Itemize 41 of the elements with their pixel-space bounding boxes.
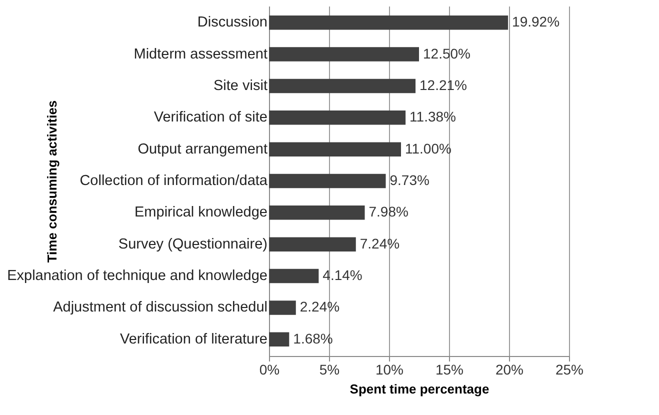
- bar: [269, 174, 386, 188]
- y-tick-label: Adjustment of discussion schedul: [53, 300, 268, 316]
- y-tick-label: Midterm assessment: [134, 46, 268, 62]
- data-label: 11.38%: [410, 108, 456, 125]
- x-axis-title: Spent time percentage: [350, 382, 490, 396]
- y-tick-label: Site visit: [214, 78, 268, 94]
- bar: [269, 47, 419, 62]
- y-tick-label: Output arrangement: [138, 141, 268, 158]
- bar: [269, 16, 508, 30]
- bar: [269, 110, 406, 125]
- data-label: 7.98%: [368, 204, 408, 220]
- data-label: 9.73%: [390, 172, 430, 188]
- y-tick-label: Survey (Questionnaire): [118, 236, 268, 252]
- data-label: 11.00%: [405, 140, 452, 156]
- bar: [269, 268, 319, 284]
- bar: [269, 142, 401, 156]
- y-tick-label: Empirical knowledge: [134, 204, 268, 221]
- data-label: 1.68%: [293, 330, 333, 346]
- x-tick-label: 25%: [555, 362, 584, 378]
- x-tick-label: 10%: [375, 362, 404, 378]
- data-label: 12.50%: [423, 45, 470, 62]
- x-tick-label: 15%: [435, 362, 464, 378]
- bar: [269, 332, 290, 346]
- y-tick-label: Verification of literature: [120, 331, 268, 348]
- data-label: 4.14%: [322, 267, 362, 284]
- bar: [269, 78, 416, 94]
- x-tick-label: 5%: [319, 362, 340, 378]
- y-tick-label: Explanation of technique and knowledge: [7, 268, 268, 284]
- data-label: 12.21%: [420, 76, 468, 93]
- bar: [269, 206, 365, 220]
- y-axis-title: Time consuming activities: [44, 100, 60, 263]
- y-tick-label: Discussion: [197, 14, 268, 31]
- data-label: 19.92%: [512, 14, 560, 30]
- y-tick-label: Collection of information/data: [80, 173, 268, 189]
- x-tick-label: 0%: [259, 362, 280, 378]
- bar: [269, 300, 296, 315]
- data-label: 2.24%: [300, 298, 340, 315]
- bar: [269, 237, 356, 252]
- x-tick-label: 20%: [495, 362, 524, 378]
- data-label: 7.24%: [360, 235, 400, 252]
- y-tick-label: Verification of site: [154, 110, 268, 126]
